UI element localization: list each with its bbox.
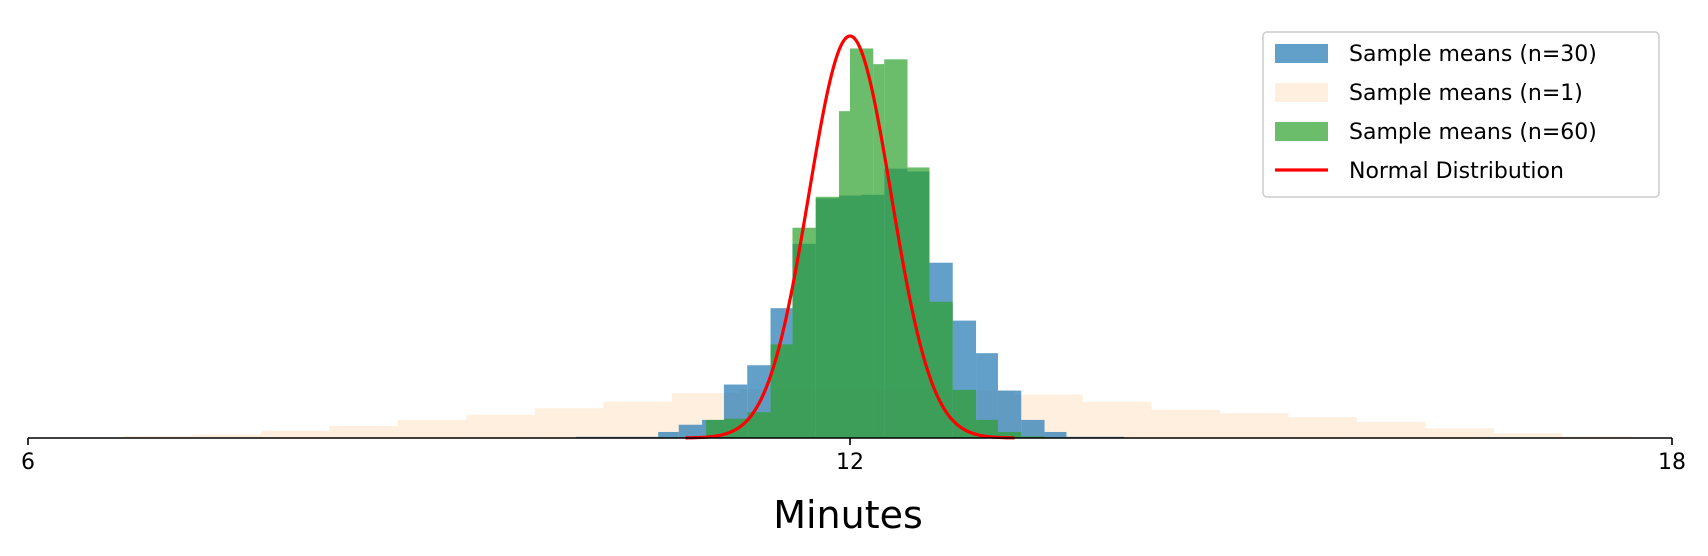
bar-sample-means-n-60-11 xyxy=(929,301,953,438)
bar-sample-means-n-1-20 xyxy=(1493,433,1563,438)
bar-sample-means-n-60-7 xyxy=(850,48,874,438)
bar-sample-means-n-60-3 xyxy=(770,344,793,438)
bar-sample-means-n-1-17 xyxy=(1288,417,1357,438)
bar-sample-means-n-60-10 xyxy=(907,167,930,439)
legend-swatch-sample-means-n-1 xyxy=(1275,83,1328,102)
bar-sample-means-n-60-5 xyxy=(815,196,840,438)
x-axis-ticks: 6 12 18 xyxy=(21,438,1686,475)
bar-sample-means-n-30-15 xyxy=(976,353,998,438)
bar-sample-means-n-60-0 xyxy=(706,419,724,438)
bar-sample-means-n-1-2 xyxy=(260,430,330,438)
legend-label-normal-distribution: Normal Distribution xyxy=(1349,159,1564,184)
legend: Sample means (n=30) Sample means (n=1) Sam… xyxy=(1262,31,1660,198)
bar-sample-means-n-60-15 xyxy=(1021,436,1045,438)
bar-sample-means-n-30-17 xyxy=(1021,419,1045,438)
legend-swatch-sample-means-n-60 xyxy=(1275,122,1328,141)
bar-sample-means-n-60-13 xyxy=(976,419,998,438)
legend-swatch-sample-means-n-30 xyxy=(1275,44,1328,63)
bar-sample-means-n-1-1 xyxy=(192,434,261,438)
bar-sample-means-n-1-3 xyxy=(329,425,398,438)
x-tick-label-18: 18 xyxy=(1658,450,1686,475)
bar-sample-means-n-1-19 xyxy=(1425,428,1494,438)
series-n60-bars xyxy=(706,48,1045,439)
bar-sample-means-n-1-15 xyxy=(1151,409,1220,438)
bar-sample-means-n-60-6 xyxy=(839,111,850,438)
bar-sample-means-n-30-2 xyxy=(678,424,703,438)
bar-sample-means-n-1-14 xyxy=(1082,401,1152,438)
bar-sample-means-n-1-16 xyxy=(1219,413,1289,438)
bar-sample-means-n-30-1 xyxy=(658,431,679,438)
bar-sample-means-n-1-0 xyxy=(123,435,193,438)
x-tick-label-6: 6 xyxy=(21,450,35,475)
bar-sample-means-n-60-14 xyxy=(997,431,1022,438)
bar-sample-means-n-60-9 xyxy=(884,59,908,438)
x-axis-label: Minutes xyxy=(773,493,923,537)
bar-sample-means-n-1-4 xyxy=(397,419,467,438)
bar-sample-means-n-1-5 xyxy=(466,414,535,438)
legend-label-sample-means-n-1: Sample means (n=1) xyxy=(1349,81,1583,106)
bar-sample-means-n-30-16 xyxy=(997,390,1022,438)
bar-sample-means-n-1-21 xyxy=(1562,436,1631,438)
bar-sample-means-n-60-8 xyxy=(873,64,885,438)
legend-label-sample-means-n-60: Sample means (n=60) xyxy=(1349,120,1597,145)
bar-sample-means-n-30-18 xyxy=(1044,431,1067,438)
bar-sample-means-n-1-6 xyxy=(534,408,604,438)
bar-sample-means-n-60-4 xyxy=(792,227,816,438)
bar-sample-means-n-1-18 xyxy=(1356,421,1426,438)
normal-distribution-curve xyxy=(685,34,1015,440)
legend-frame xyxy=(1262,31,1660,198)
x-tick-label-12: 12 xyxy=(836,450,864,475)
bar-sample-means-n-60-2 xyxy=(747,412,771,438)
legend-label-sample-means-n-30: Sample means (n=30) xyxy=(1349,42,1597,67)
